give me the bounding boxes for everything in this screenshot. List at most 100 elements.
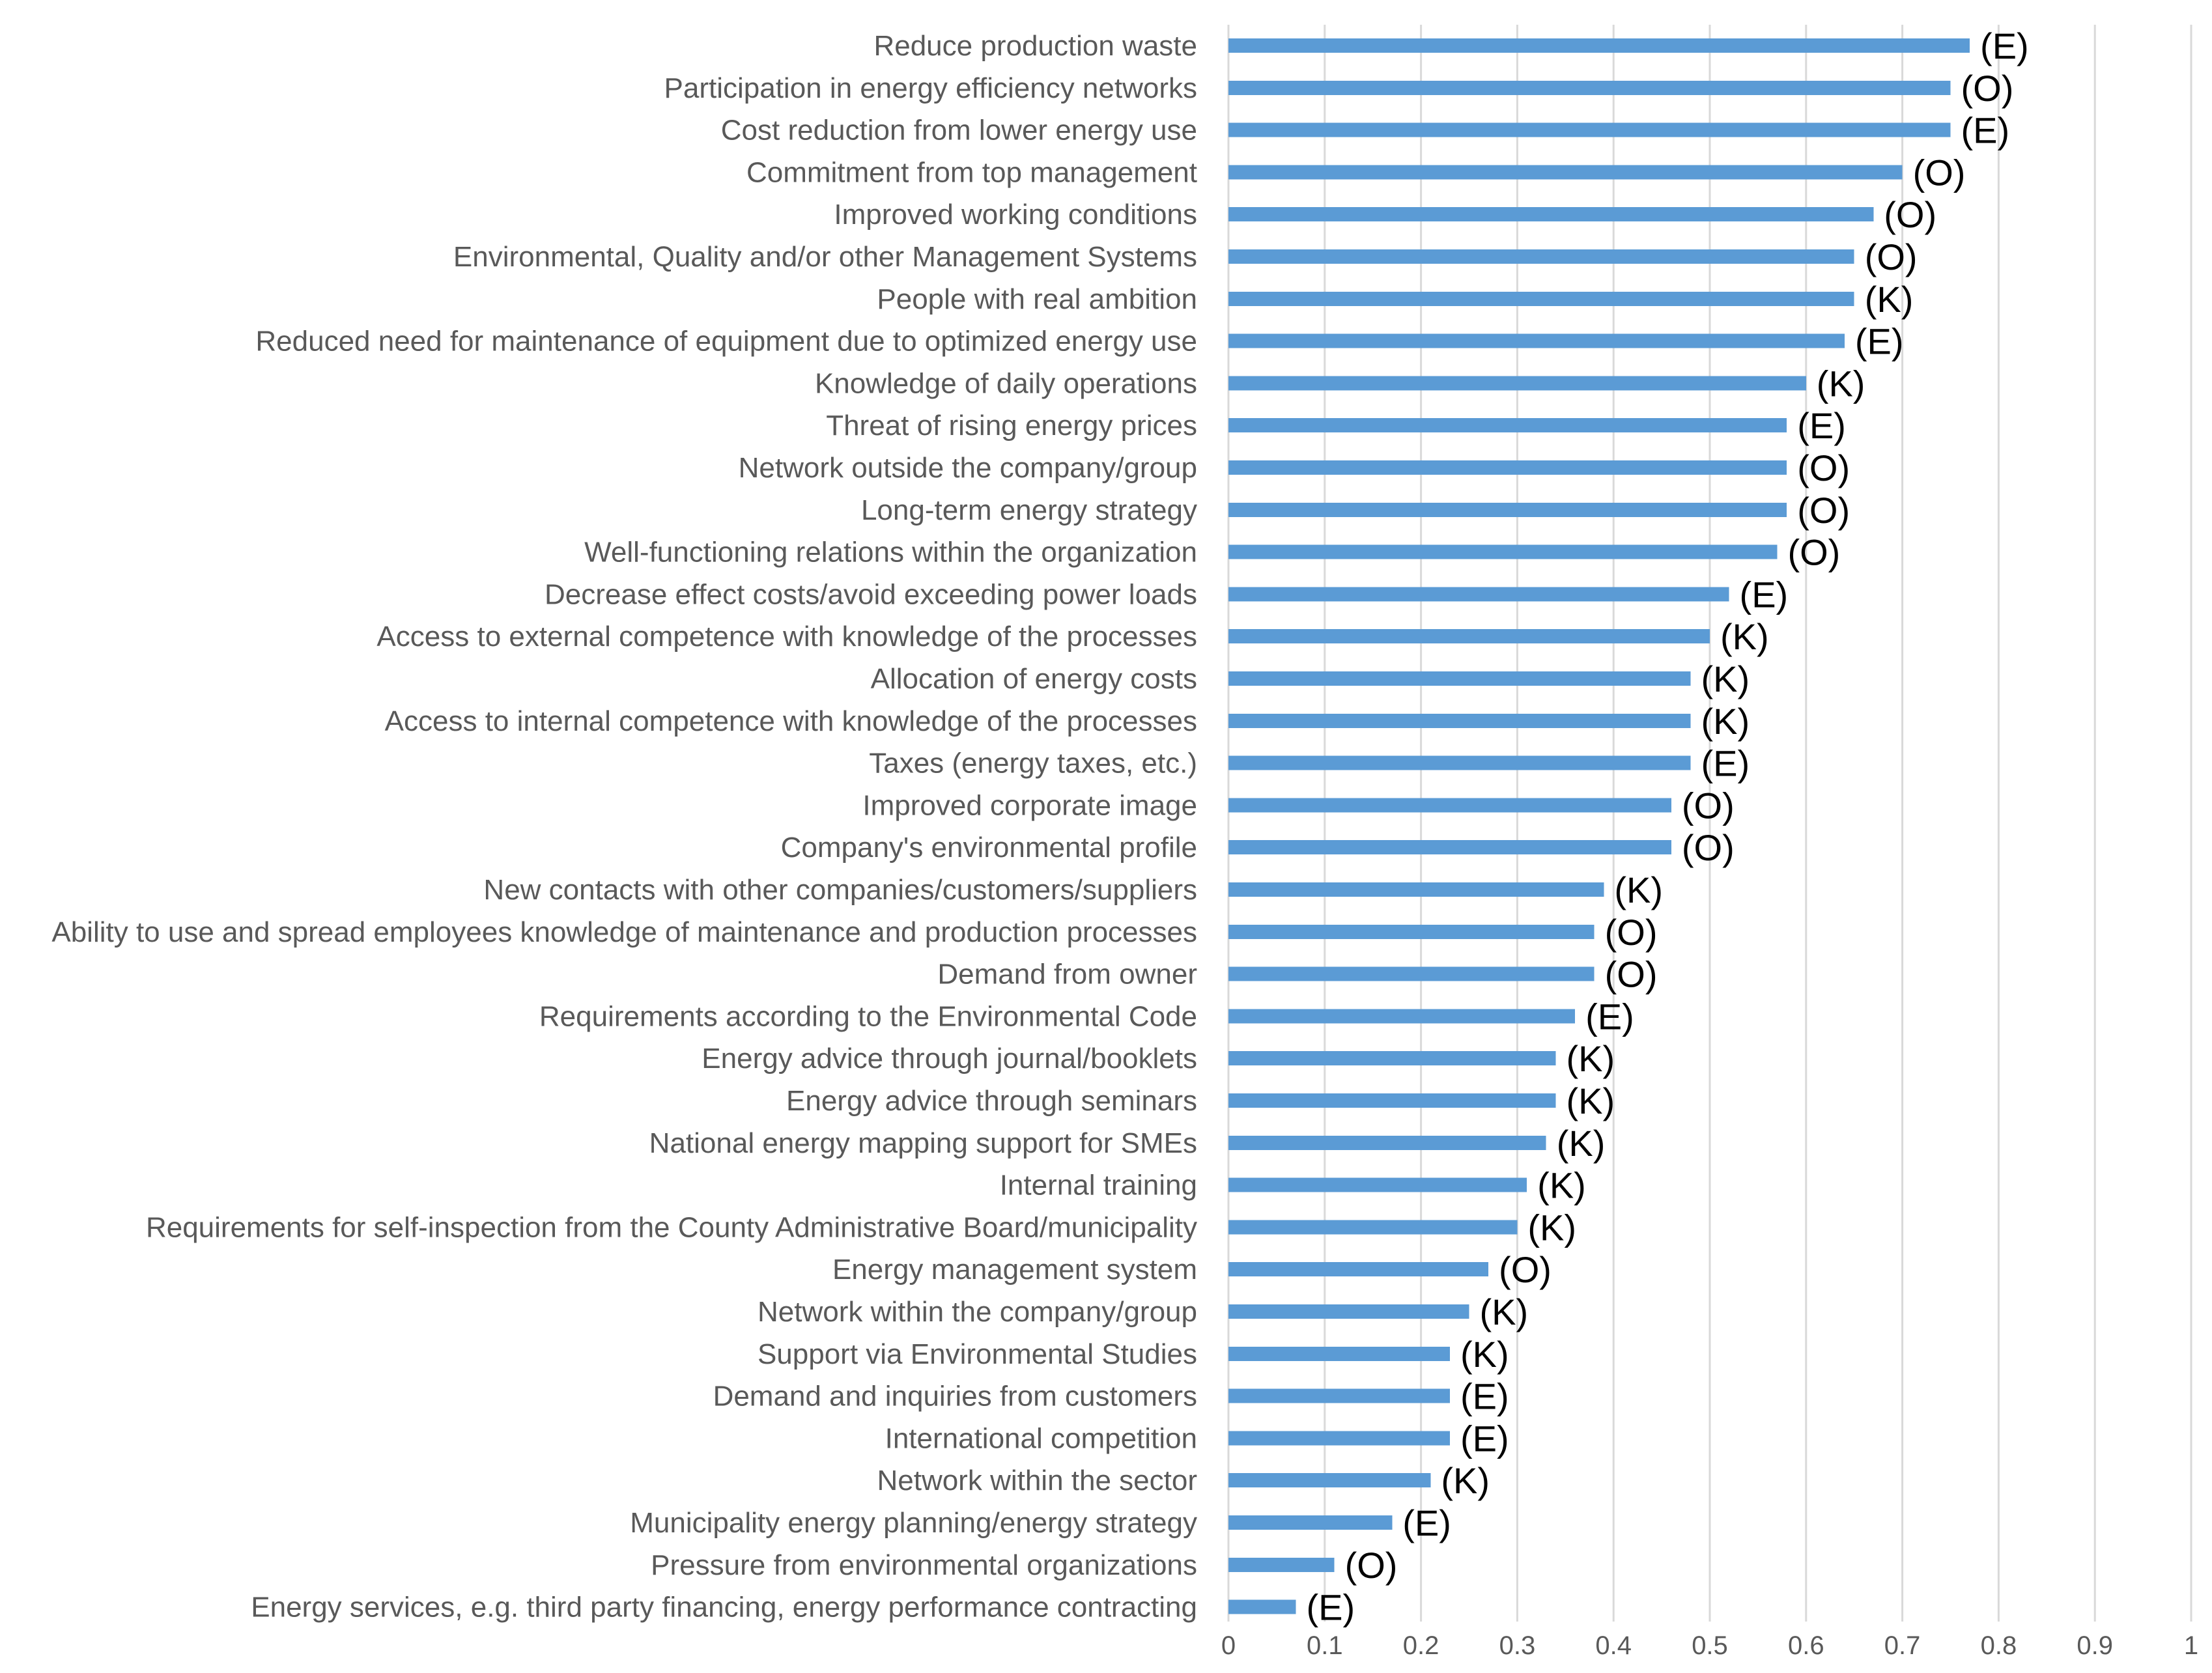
category-label: Allocation of energy costs bbox=[871, 663, 1197, 695]
bar bbox=[1228, 840, 1671, 855]
category-label: Support via Environmental Studies bbox=[758, 1338, 1197, 1370]
bar-annotation: (K) bbox=[1557, 1123, 1606, 1164]
bar-annotation: (E) bbox=[1585, 996, 1634, 1037]
bar bbox=[1228, 418, 1787, 433]
bar-annotation: (O) bbox=[1682, 827, 1735, 868]
bar-annotation: (K) bbox=[1460, 1334, 1509, 1375]
bar-annotation: (K) bbox=[1865, 279, 1914, 320]
bar bbox=[1228, 1346, 1450, 1361]
bar-annotation: (O) bbox=[1913, 152, 1966, 193]
bar-annotation: (K) bbox=[1527, 1207, 1576, 1248]
bar-annotation: (E) bbox=[1701, 743, 1750, 784]
bar-annotation: (E) bbox=[1961, 110, 2010, 151]
bar bbox=[1228, 1431, 1450, 1446]
bar-annotation: (K) bbox=[1567, 1080, 1615, 1121]
bar-annotation: (O) bbox=[1605, 954, 1658, 995]
bar-annotation: (O) bbox=[1961, 68, 2014, 109]
bar-annotation: (K) bbox=[1701, 658, 1750, 699]
bar bbox=[1228, 1177, 1527, 1192]
bar-annotation: (K) bbox=[1537, 1165, 1586, 1206]
bar bbox=[1228, 291, 1854, 306]
category-label: Reduce production waste bbox=[873, 30, 1197, 62]
x-tick-label: 0.4 bbox=[1595, 1631, 1632, 1660]
category-label: Energy services, e.g. third party financ… bbox=[251, 1592, 1197, 1624]
bar-annotation: (O) bbox=[1682, 785, 1735, 826]
x-tick-label: 0.1 bbox=[1307, 1631, 1343, 1660]
category-label: People with real ambition bbox=[877, 283, 1197, 315]
bar-annotation: (K) bbox=[1441, 1460, 1490, 1501]
bar bbox=[1228, 502, 1787, 517]
category-label: Energy advice through journal/booklets bbox=[702, 1043, 1197, 1075]
category-label: Well-functioning relations within the or… bbox=[584, 537, 1197, 569]
bar-annotation: (E) bbox=[1306, 1587, 1355, 1628]
bar-annotation: (O) bbox=[1499, 1249, 1552, 1290]
category-label: Taxes (energy taxes, etc.) bbox=[869, 748, 1197, 780]
bar bbox=[1228, 1599, 1296, 1614]
category-label: Requirements for self-inspection from th… bbox=[146, 1211, 1197, 1243]
bar bbox=[1228, 924, 1595, 939]
bar bbox=[1228, 1220, 1518, 1235]
category-label: Municipality energy planning/energy stra… bbox=[630, 1507, 1197, 1539]
category-label: Access to external competence with knowl… bbox=[376, 621, 1197, 653]
category-labels: Reduce production waste Participation in … bbox=[51, 30, 1197, 1624]
category-label: Improved corporate image bbox=[862, 789, 1197, 821]
bar-annotation: (O) bbox=[1345, 1545, 1398, 1586]
bar-annotation: (E) bbox=[1460, 1418, 1509, 1459]
category-label: International competition bbox=[885, 1422, 1197, 1454]
bar-annotation: (O) bbox=[1865, 236, 1918, 277]
bar bbox=[1228, 882, 1604, 897]
category-label: Network outside the company/group bbox=[739, 452, 1197, 484]
bar bbox=[1228, 38, 1970, 53]
bar-annotation: (K) bbox=[1701, 701, 1750, 742]
bar-annotation: (O) bbox=[1797, 447, 1850, 488]
bar bbox=[1228, 376, 1806, 391]
category-label: Energy advice through seminars bbox=[786, 1085, 1197, 1117]
x-tick-label: 1 bbox=[2184, 1631, 2198, 1660]
bar bbox=[1228, 460, 1787, 475]
category-label: Knowledge of daily operations bbox=[815, 367, 1197, 399]
category-label: Company's environmental profile bbox=[781, 832, 1197, 864]
category-label: Network within the company/group bbox=[758, 1296, 1197, 1328]
bar bbox=[1228, 1388, 1450, 1403]
bar-annotation: (K) bbox=[1817, 363, 1865, 404]
bars bbox=[1228, 38, 1970, 1614]
bar-annotation: (K) bbox=[1480, 1291, 1529, 1332]
bar bbox=[1228, 629, 1710, 644]
category-label: Internal training bbox=[1000, 1170, 1197, 1202]
category-label: Threat of rising energy prices bbox=[826, 410, 1197, 442]
bar bbox=[1228, 1135, 1546, 1150]
x-tick-label: 0.7 bbox=[1884, 1631, 1921, 1660]
bar bbox=[1228, 1262, 1489, 1277]
category-label: Cost reduction from lower energy use bbox=[721, 115, 1197, 147]
bar-annotation: (O) bbox=[1605, 912, 1658, 953]
bar bbox=[1228, 1009, 1576, 1024]
bar-annotation: (O) bbox=[1797, 490, 1850, 531]
bar bbox=[1228, 544, 1778, 559]
bar bbox=[1228, 713, 1691, 728]
bar-annotation: (K) bbox=[1614, 869, 1663, 910]
bar bbox=[1228, 80, 1951, 95]
bar bbox=[1228, 249, 1854, 264]
bar-annotations: (E)(O)(E)(O)(O)(O)(K)(E)(K)(E)(O)(O)(O)(… bbox=[1306, 25, 2028, 1628]
category-label: Energy management system bbox=[832, 1254, 1197, 1286]
category-label: Network within the sector bbox=[877, 1465, 1197, 1497]
x-tick-label: 0.9 bbox=[2077, 1631, 2113, 1660]
category-label: Ability to use and spread employees know… bbox=[51, 916, 1197, 948]
category-label: Access to internal competence with knowl… bbox=[385, 705, 1197, 737]
x-axis-ticks: 0 0.1 0.2 0.3 0.4 0.5 0.6 0.7 0.8 0.9 1 bbox=[1221, 1631, 2198, 1660]
bar bbox=[1228, 1093, 1556, 1108]
category-label: Pressure from environmental organization… bbox=[651, 1549, 1197, 1581]
gridlines bbox=[1227, 25, 2192, 1622]
category-label: Environmental, Quality and/or other Mana… bbox=[453, 241, 1197, 273]
bar-annotation: (E) bbox=[1460, 1376, 1509, 1417]
category-label: Decrease effect costs/avoid exceeding po… bbox=[545, 578, 1197, 610]
x-tick-label: 0.6 bbox=[1788, 1631, 1824, 1660]
bar bbox=[1228, 966, 1595, 981]
bar-annotation: (E) bbox=[1797, 405, 1846, 446]
bar bbox=[1228, 755, 1691, 770]
category-label: Reduced need for maintenance of equipmen… bbox=[255, 326, 1197, 358]
bar bbox=[1228, 798, 1671, 813]
x-tick-label: 0.2 bbox=[1403, 1631, 1439, 1660]
